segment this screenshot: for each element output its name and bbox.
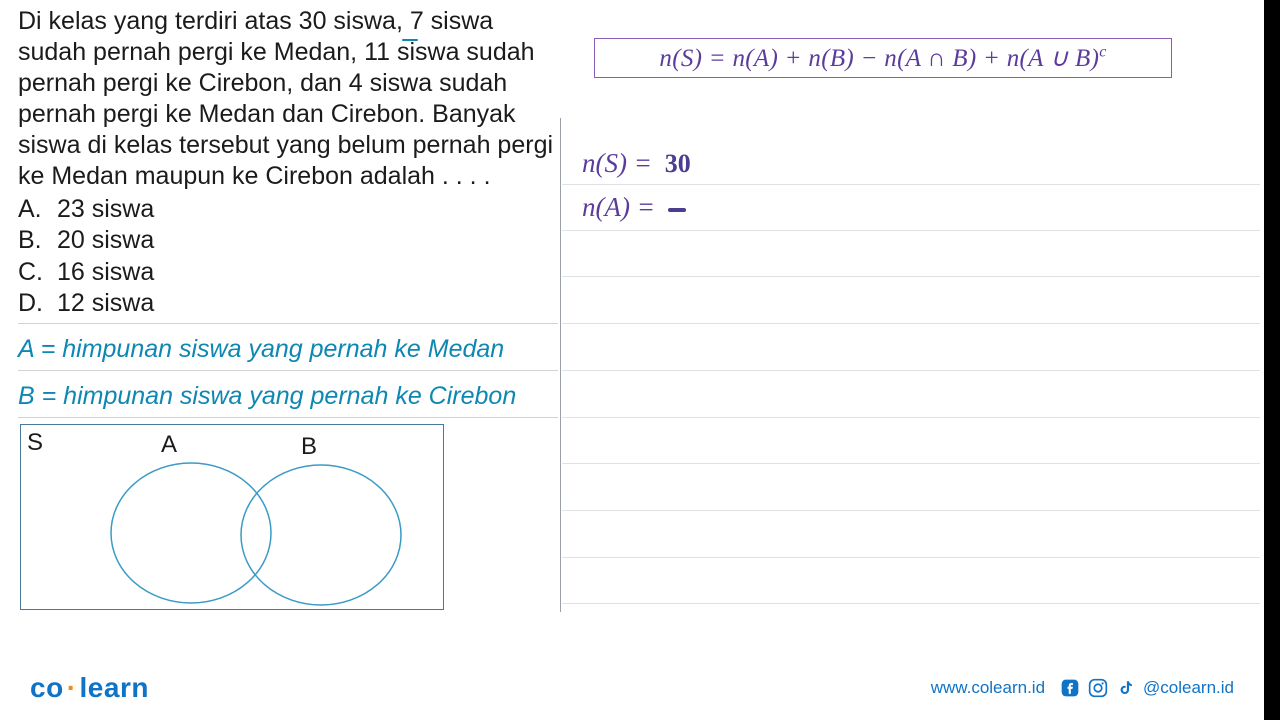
work-rhs: 30 [665, 149, 691, 178]
option-c: C. 16 siswa [18, 257, 558, 288]
option-b: B. 20 siswa [18, 225, 558, 256]
footer: co·learn www.colearn.id @colearn.id [0, 656, 1264, 720]
venn-diagram: S A B [20, 424, 444, 610]
rule-line [562, 557, 1260, 558]
social-icons: @colearn.id [1059, 677, 1234, 699]
logo-co: co [30, 672, 64, 703]
tiktok-icon [1115, 677, 1137, 699]
rule-line [562, 603, 1260, 604]
option-letter: D. [18, 288, 50, 319]
logo-learn: learn [80, 672, 149, 703]
work-line-2: n(A) = [582, 192, 686, 223]
option-text: 16 siswa [57, 258, 154, 286]
rule-line [562, 323, 1260, 324]
left-column: Di kelas yang terdiri atas 30 siswa, 7 s… [18, 6, 558, 319]
vertical-divider [560, 118, 561, 612]
definition-b-text: B = himpunan siswa yang pernah ke Cirebo… [18, 381, 558, 412]
formula-main: n(S) = n(A) + n(B) − n(A ∩ B) + n(A ∪ B) [659, 45, 1099, 72]
work-line-1: n(S) = 30 [582, 148, 691, 179]
problem-text: Di kelas yang terdiri atas 30 siswa, 7 s… [18, 6, 558, 192]
venn-circle-b [241, 465, 401, 605]
rule-line [562, 370, 1260, 371]
formula-sup: c [1099, 44, 1106, 61]
option-text: 12 siswa [57, 289, 154, 317]
option-a: A. 23 siswa [18, 194, 558, 225]
rule-line [562, 463, 1260, 464]
rule-line [562, 417, 1260, 418]
venn-svg [21, 425, 445, 611]
option-text: 23 siswa [57, 195, 154, 223]
work-rhs-dash [668, 208, 686, 212]
formula-box: n(S) = n(A) + n(B) − n(A ∩ B) + n(A ∪ B)… [594, 38, 1172, 78]
work-lhs: n(A) = [582, 192, 662, 222]
venn-circle-a [111, 463, 271, 603]
logo: co·learn [30, 672, 149, 704]
page-right-border [1264, 0, 1280, 720]
rule-line [18, 417, 558, 418]
logo-dot: · [67, 672, 77, 703]
social-handle: @colearn.id [1143, 678, 1234, 698]
definition-a-text: A = himpunan siswa yang pernah ke Medan [18, 334, 558, 365]
instagram-icon [1087, 677, 1109, 699]
options-list: A. 23 siswa B. 20 siswa C. 16 siswa D. 1… [18, 194, 558, 319]
option-letter: A. [18, 194, 50, 225]
formula-text: n(S) = n(A) + n(B) − n(A ∩ B) + n(A ∪ B)… [659, 43, 1106, 73]
definition-a: A = himpunan siswa yang pernah ke Medan [18, 334, 558, 365]
page: Di kelas yang terdiri atas 30 siswa, 7 s… [0, 0, 1264, 720]
footer-right: www.colearn.id @colearn.id [931, 677, 1234, 699]
annotation-underline [402, 39, 418, 41]
rule-line [562, 230, 1260, 231]
definition-b: B = himpunan siswa yang pernah ke Cirebo… [18, 381, 558, 412]
rule-line [562, 276, 1260, 277]
option-d: D. 12 siswa [18, 288, 558, 319]
rule-line [562, 510, 1260, 511]
option-text: 20 siswa [57, 226, 154, 254]
option-letter: C. [18, 257, 50, 288]
rule-line [18, 370, 558, 371]
work-lhs: n(S) = [582, 148, 659, 178]
rule-line [562, 184, 1260, 185]
facebook-icon [1059, 677, 1081, 699]
option-letter: B. [18, 225, 50, 256]
site-url: www.colearn.id [931, 678, 1045, 698]
rule-line [18, 323, 558, 324]
